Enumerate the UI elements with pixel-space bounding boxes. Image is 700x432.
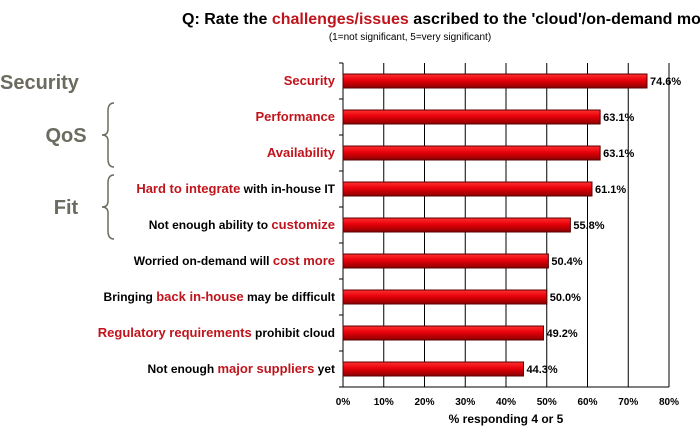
group-label: QoS	[45, 125, 86, 147]
x-axis-label: % responding 4 or 5	[449, 412, 564, 426]
value-label: 61.1%	[595, 184, 626, 196]
category-label-part: Regulatory requirements	[98, 325, 252, 340]
category-label-part: Performance	[256, 109, 335, 124]
value-label: 74.6%	[650, 76, 681, 88]
title-part: challenges/issues	[272, 11, 409, 28]
category-label-part: cost more	[273, 253, 335, 268]
bar	[342, 73, 648, 89]
bar	[342, 253, 549, 269]
x-tick-label: 40%	[496, 397, 516, 408]
category-label: Regulatory requirements prohibit cloud	[98, 325, 335, 340]
value-label: 44.3%	[527, 364, 558, 376]
category-label-part: with in-house IT	[240, 182, 335, 196]
x-tick-label: 20%	[414, 397, 434, 408]
category-label-part: Not enough ability to	[149, 218, 272, 232]
category-label-part: Security	[284, 73, 336, 88]
bar	[342, 361, 525, 377]
category-label-part: Worried on-demand will	[134, 254, 273, 268]
category-label: Hard to integrate with in-house IT	[136, 181, 335, 196]
chart-subtitle: (1=not significant, 5=very significant)	[329, 32, 491, 43]
value-label: 63.1%	[603, 112, 634, 124]
bar	[342, 145, 601, 161]
bar	[342, 289, 548, 305]
group-brace	[101, 174, 115, 240]
group-brace	[101, 102, 115, 168]
category-label-part: Bringing	[104, 290, 157, 304]
chart-title: Q: Rate the challenges/issues ascribed t…	[182, 11, 700, 28]
category-label-part: major suppliers	[218, 361, 315, 376]
category-label: Not enough ability to customize	[149, 217, 335, 232]
category-label: Bringing back in-house may be difficult	[104, 289, 335, 304]
category-label: Not enough major suppliers yet	[148, 361, 335, 376]
bar	[342, 325, 544, 341]
category-label-part: yet	[314, 362, 335, 376]
value-label: 50.4%	[551, 256, 582, 268]
value-label: 55.8%	[573, 220, 604, 232]
x-tick-label: 10%	[374, 397, 394, 408]
category-label: Worried on-demand will cost more	[134, 253, 335, 268]
x-tick-label: 50%	[537, 397, 557, 408]
group-label: Fit	[54, 197, 79, 219]
category-label: Availability	[267, 145, 336, 160]
x-tick-label: 70%	[618, 397, 638, 408]
bar	[342, 181, 593, 197]
bar	[342, 217, 571, 233]
group-label: Security	[0, 72, 80, 94]
title-part: Q: Rate the	[182, 11, 272, 28]
title-part: ascribed to the 'cloud'/on-demand model	[409, 11, 700, 28]
x-tick-label: 60%	[577, 397, 597, 408]
category-label-part: Availability	[267, 145, 336, 160]
value-label: 50.0%	[550, 292, 581, 304]
category-label: Performance	[256, 109, 335, 124]
value-label: 63.1%	[603, 148, 634, 160]
category-label-part: Hard to integrate	[136, 181, 240, 196]
category-label: Security	[284, 73, 336, 88]
category-label-part: prohibit cloud	[252, 326, 335, 340]
category-label-part: back in-house	[156, 289, 243, 304]
value-label: 49.2%	[546, 328, 577, 340]
x-tick-label: 80%	[659, 397, 679, 408]
bar	[342, 109, 601, 125]
x-tick-label: 30%	[455, 397, 475, 408]
category-label-part: customize	[271, 217, 335, 232]
category-label-part: may be difficult	[244, 290, 335, 304]
x-tick-label: 0%	[336, 397, 351, 408]
category-label-part: Not enough	[148, 362, 218, 376]
